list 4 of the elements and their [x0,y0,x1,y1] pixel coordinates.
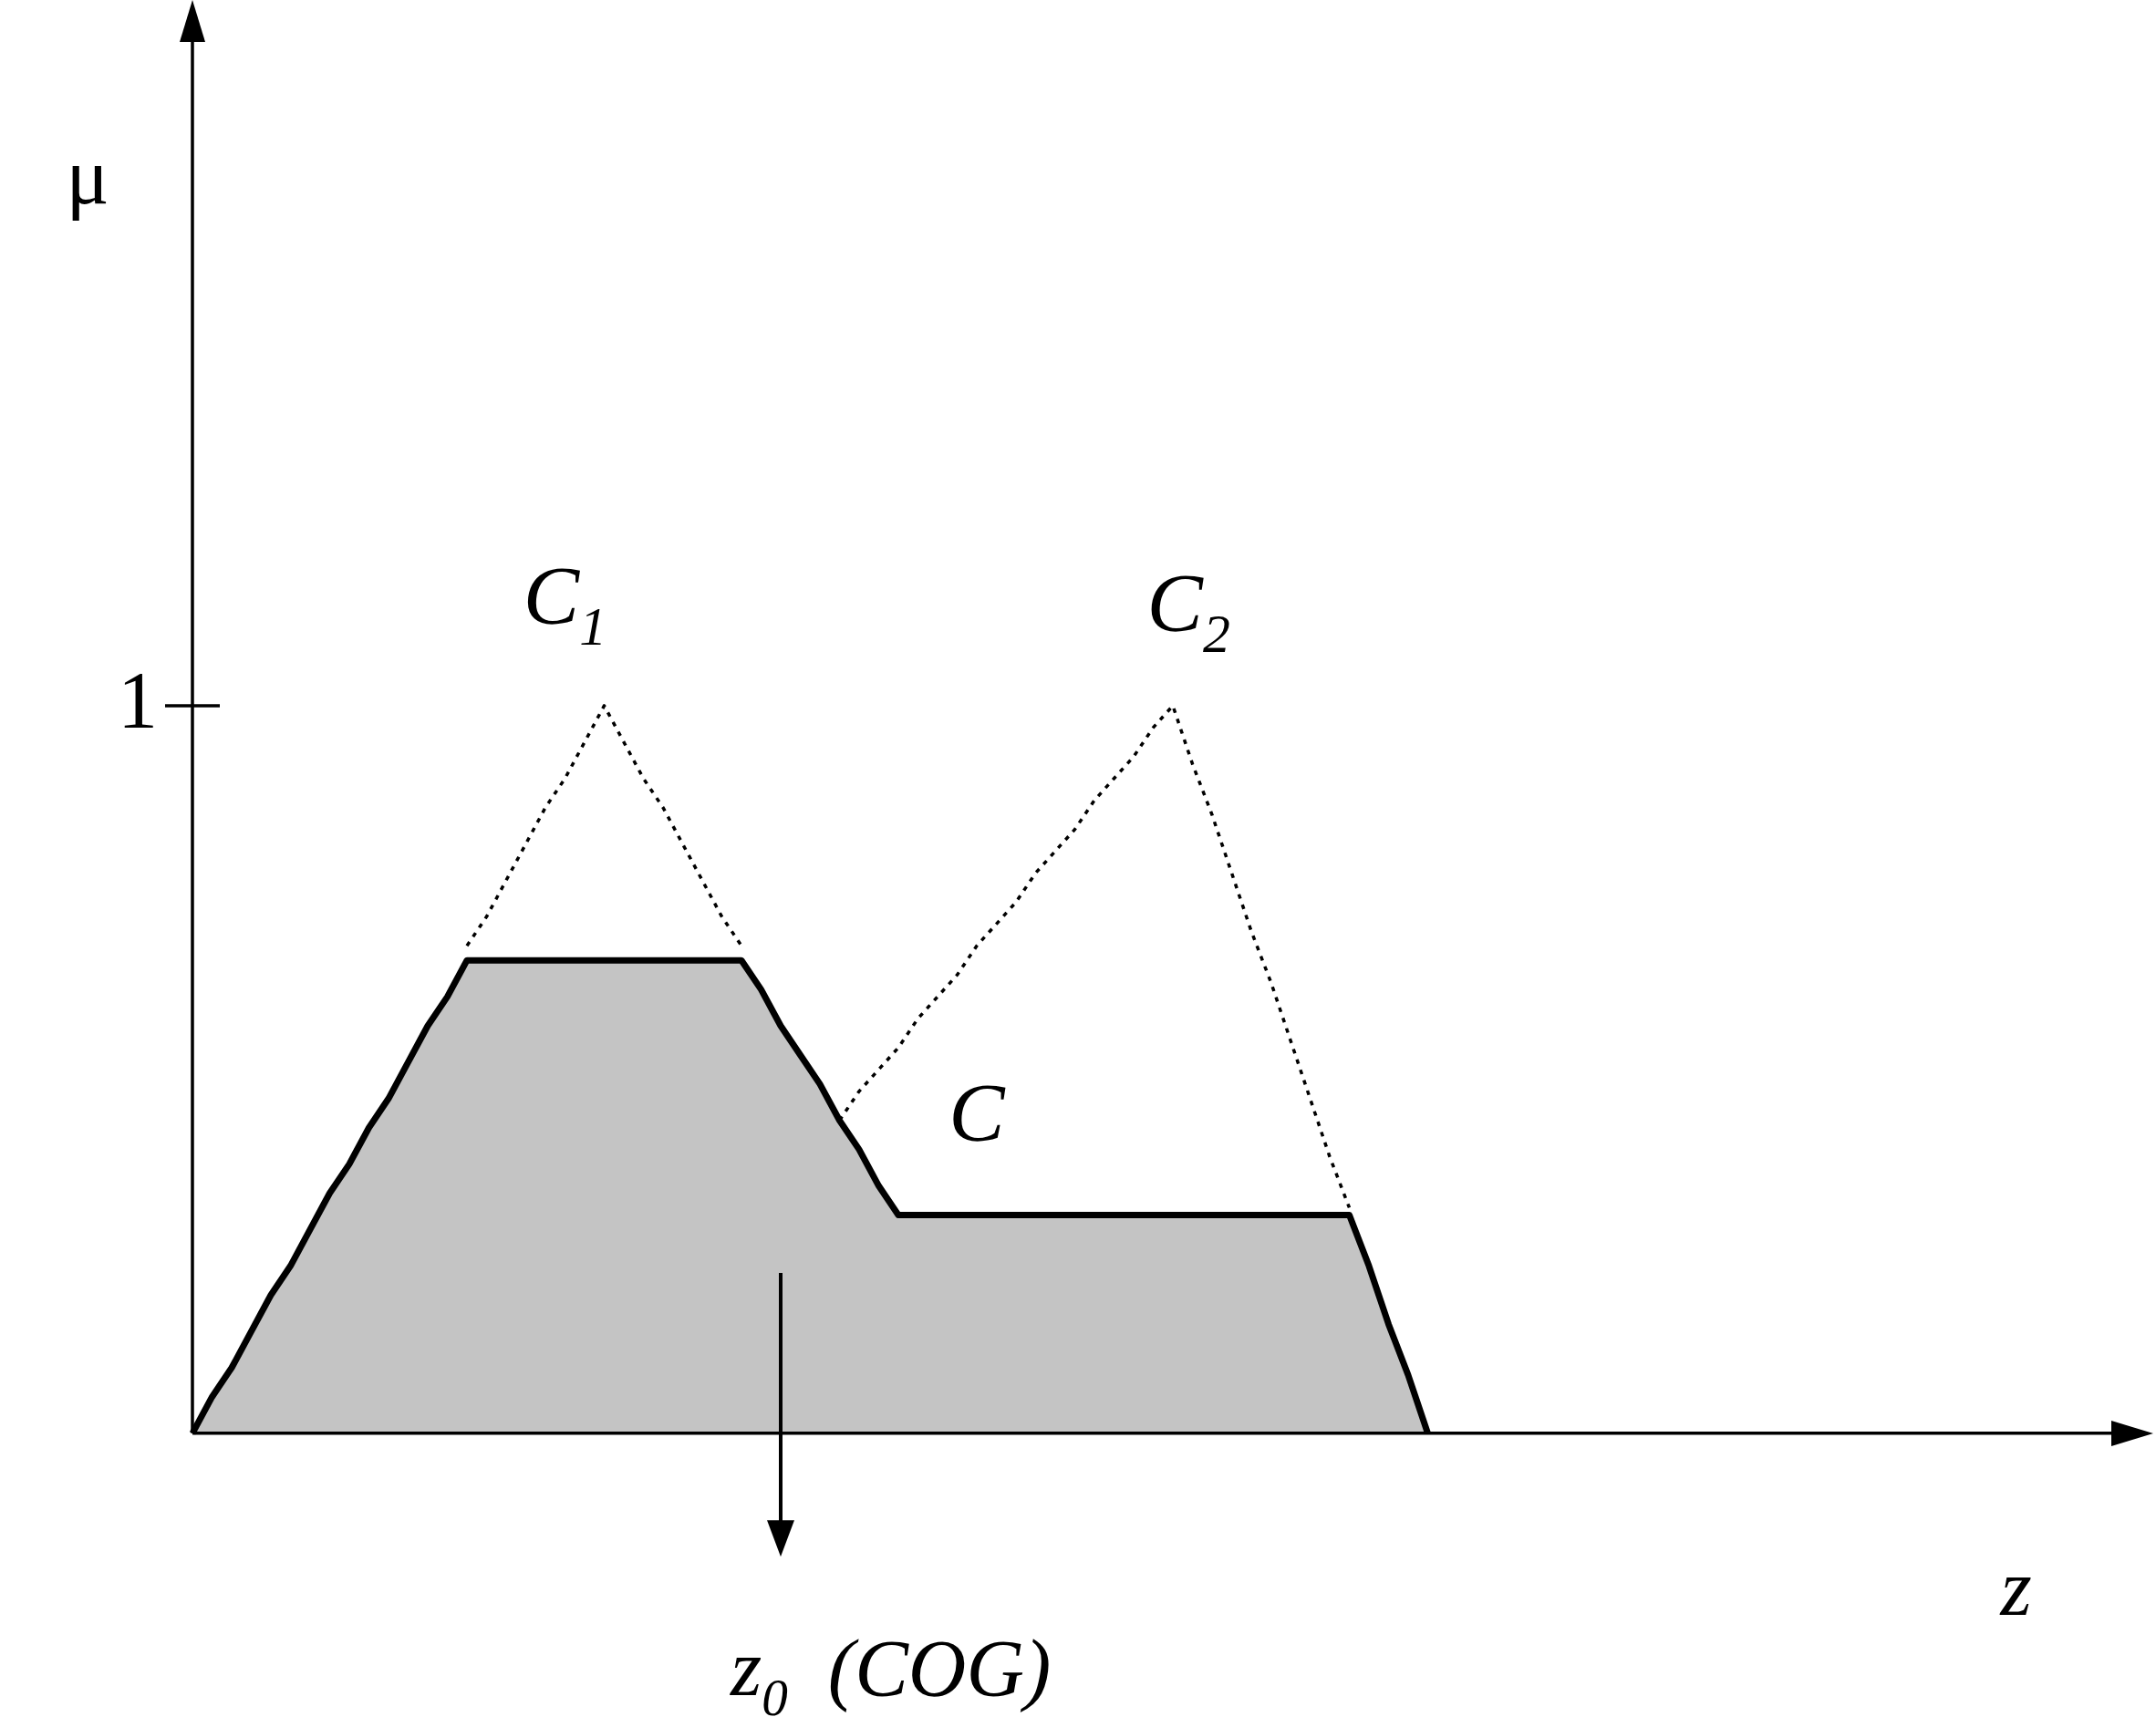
text: 1 [118,656,158,745]
annotation: C [948,1065,1007,1159]
text: μ [66,131,109,221]
x-axis-title: z [1999,1543,2032,1632]
